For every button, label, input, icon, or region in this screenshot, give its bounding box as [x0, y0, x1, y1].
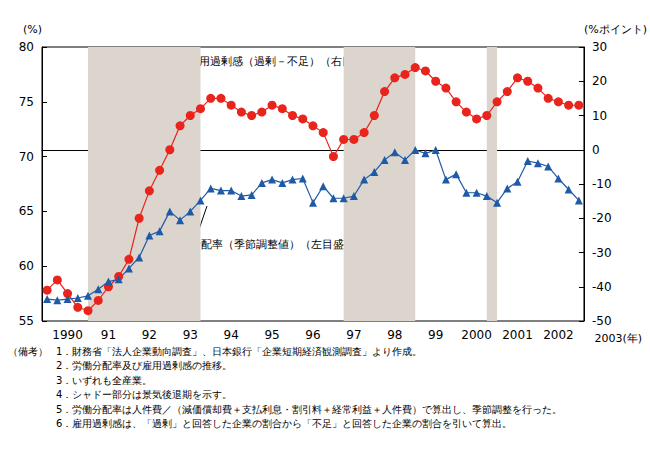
svg-text:30: 30 [592, 40, 607, 54]
svg-text:-40: -40 [592, 280, 612, 294]
svg-text:-10: -10 [592, 177, 612, 191]
svg-text:65: 65 [19, 204, 34, 218]
svg-text:0: 0 [592, 143, 600, 157]
svg-text:93: 93 [183, 328, 198, 342]
svg-text:(%): (%) [23, 23, 42, 36]
svg-text:-20: -20 [592, 211, 612, 225]
svg-text:-30: -30 [592, 246, 612, 260]
svg-text:80: 80 [19, 40, 34, 54]
svg-text:95: 95 [264, 328, 279, 342]
svg-text:70: 70 [19, 150, 34, 164]
svg-text:10: 10 [592, 109, 607, 123]
svg-text:94: 94 [224, 328, 239, 342]
svg-text:(%ポイント): (%ポイント) [584, 23, 647, 36]
svg-text:6．雇用過剰感は、「過剰」と回答した企業の割合から「不足」と: 6．雇用過剰感は、「過剰」と回答した企業の割合から「不足」と回答した企業の割合を… [56, 418, 512, 429]
svg-text:99: 99 [428, 328, 443, 342]
svg-text:3．いずれも全産業。: 3．いずれも全産業。 [56, 375, 152, 387]
svg-text:4．シャドー部分は景気後退期を示す。: 4．シャドー部分は景気後退期を示す。 [56, 389, 232, 400]
svg-text:-50: -50 [592, 314, 612, 328]
svg-text:91: 91 [101, 328, 116, 342]
svg-text:1．財務省「法人企業動向調査」、日本銀行「企業短期経済観測調: 1．財務省「法人企業動向調査」、日本銀行「企業短期経済観測調査」より作成。 [56, 346, 422, 357]
svg-text:92: 92 [142, 328, 157, 342]
svg-text:2001: 2001 [502, 328, 533, 342]
svg-text:98: 98 [387, 328, 402, 342]
svg-text:20: 20 [592, 74, 607, 88]
svg-text:労働分配率（季節調整値）（左目盛）: 労働分配率（季節調整値）（左目盛） [168, 238, 355, 251]
svg-text:96: 96 [305, 328, 320, 342]
svg-text:2000: 2000 [461, 328, 492, 342]
svg-text:2003(年): 2003(年) [594, 332, 642, 345]
svg-text:2．労働分配率及び雇用過剰感の推移。: 2．労働分配率及び雇用過剰感の推移。 [56, 360, 232, 371]
svg-text:5．労働分配率は人件費／（減価償却費＋支払利息・割引料＋経常: 5．労働分配率は人件費／（減価償却費＋支払利息・割引料＋経常利益＋人件費）で算出… [56, 404, 562, 415]
svg-text:1990: 1990 [52, 328, 83, 342]
svg-text:雇用過剰感（過剰－不足）（右目盛）: 雇用過剰感（過剰－不足）（右目盛） [188, 55, 375, 68]
svg-text:2002: 2002 [543, 328, 574, 342]
svg-text:75: 75 [19, 95, 34, 109]
svg-text:97: 97 [346, 328, 361, 342]
svg-text:60: 60 [19, 259, 34, 273]
svg-text:55: 55 [19, 314, 34, 328]
svg-text:（備考）: （備考） [8, 346, 48, 357]
